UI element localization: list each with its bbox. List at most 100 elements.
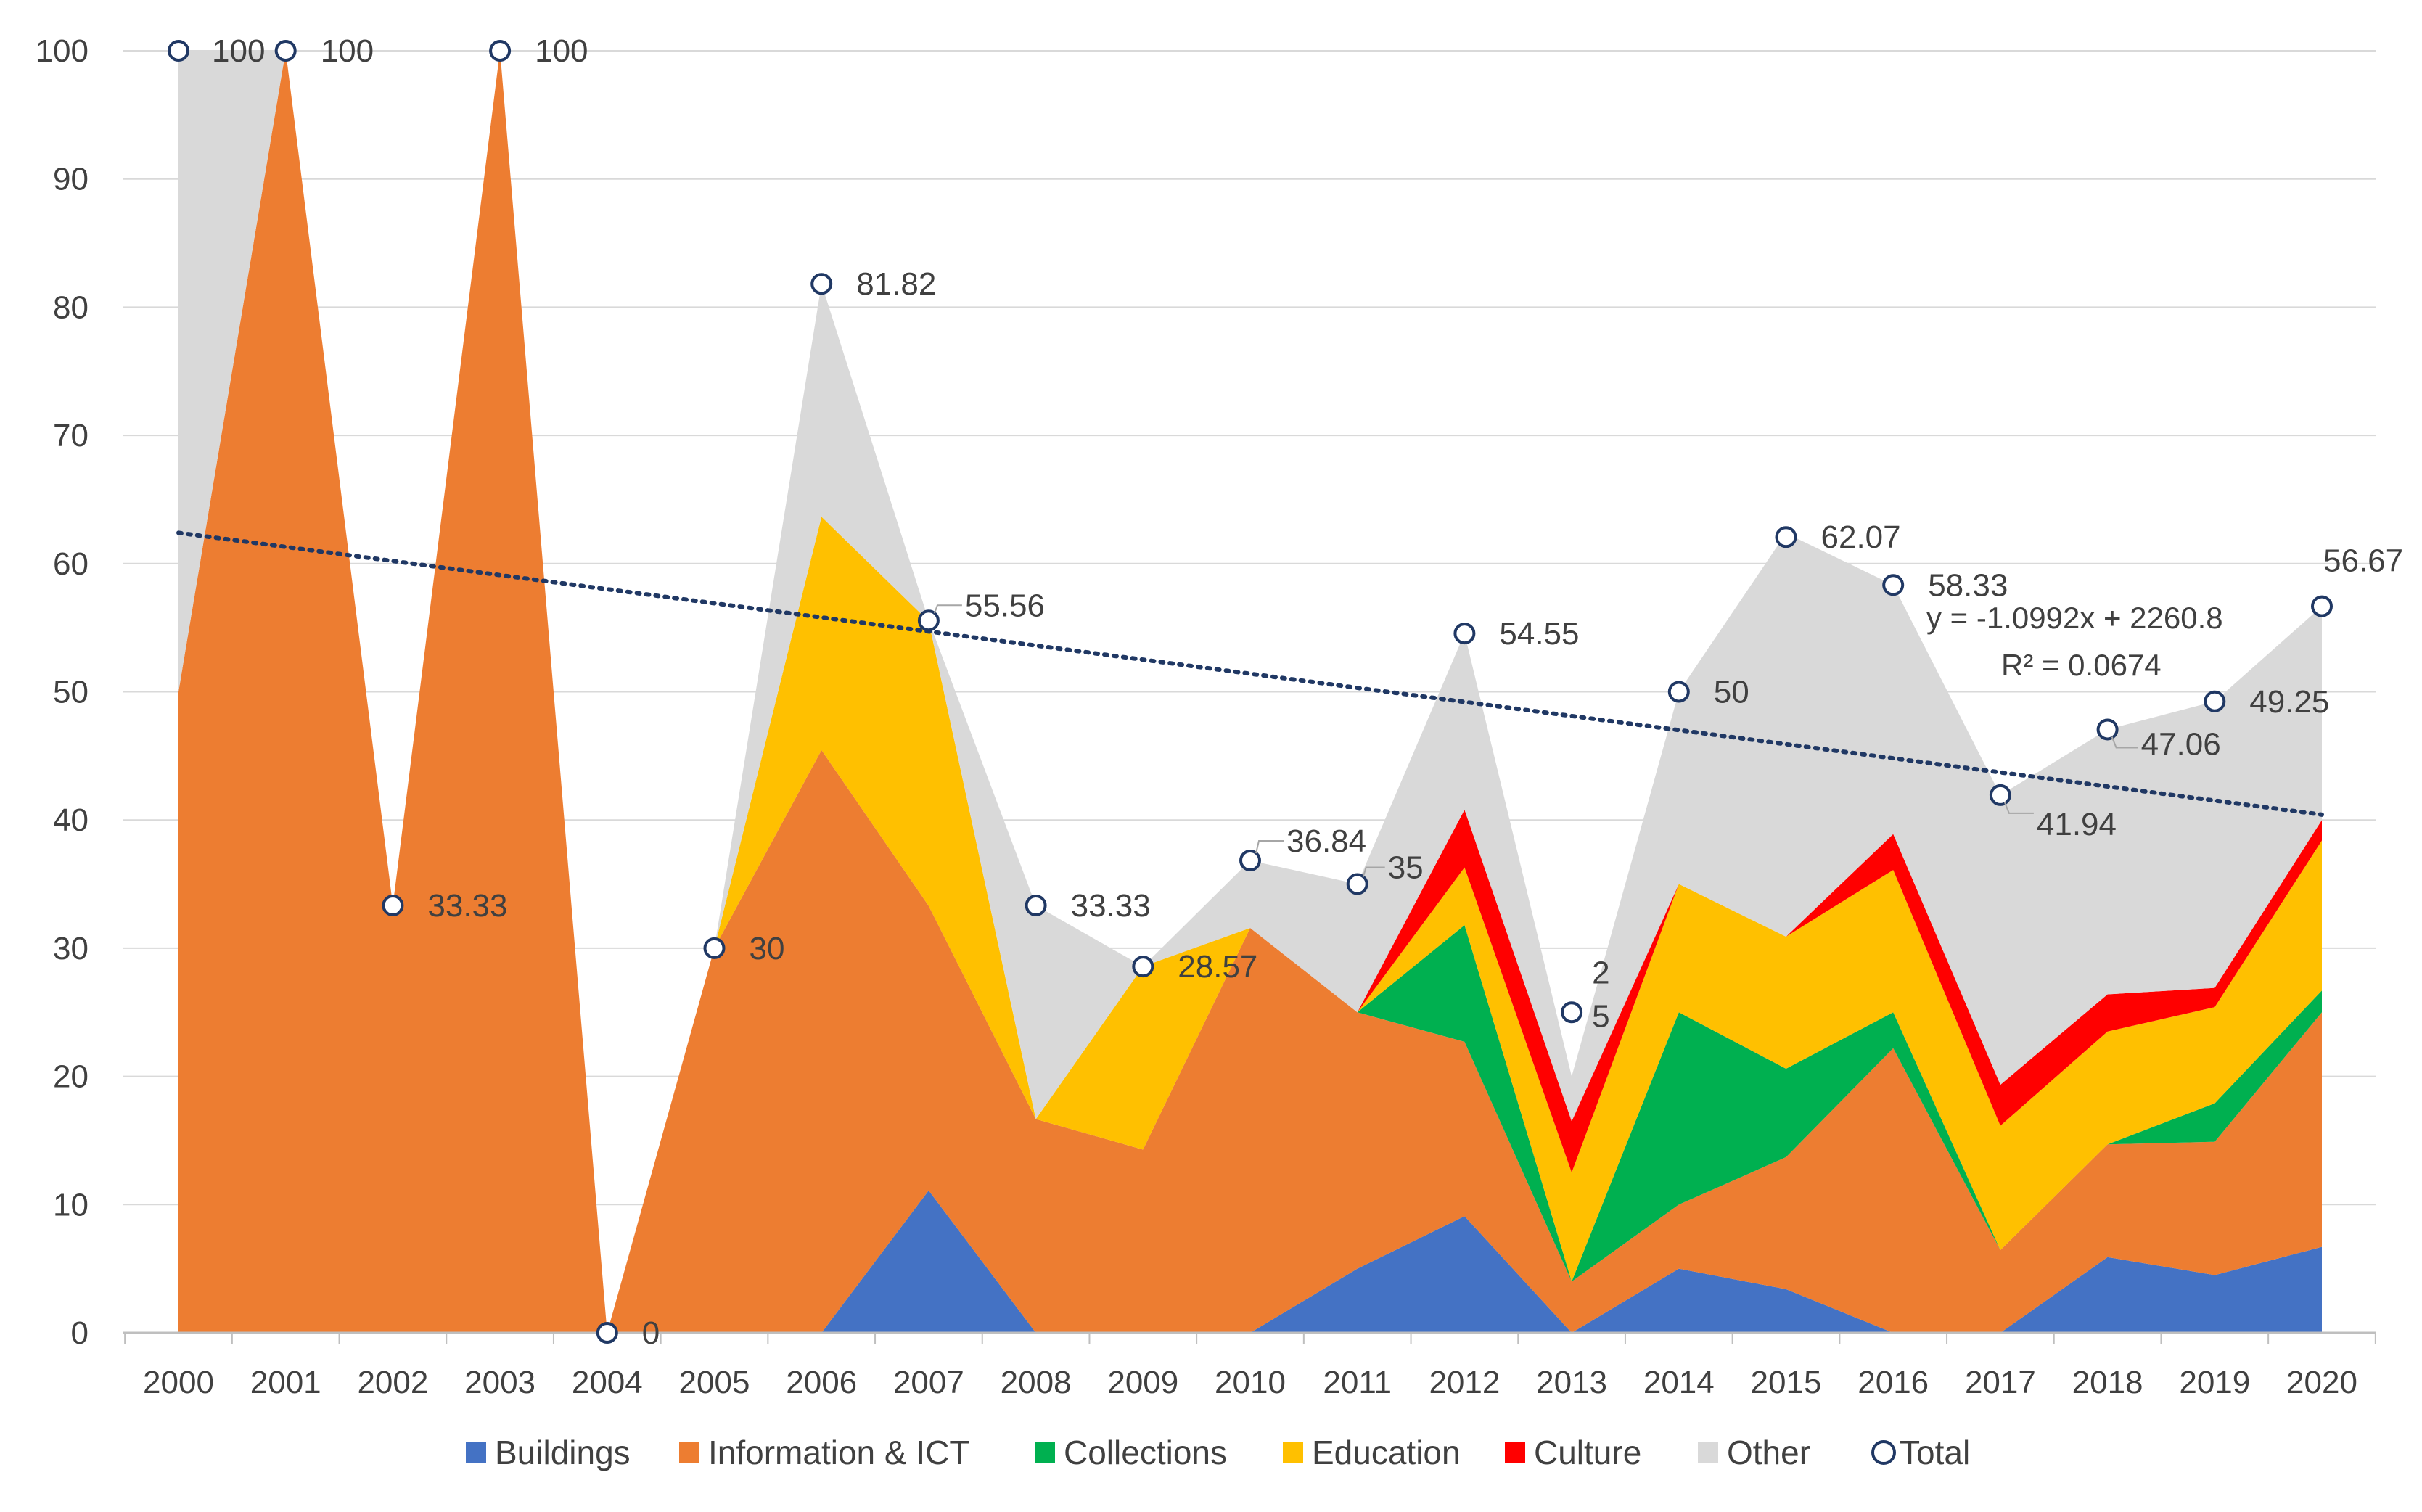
total-marker-2013 [1561, 1001, 1583, 1024]
total-marker-2006 [810, 273, 833, 295]
legend-label: Total [1900, 1434, 1970, 1471]
data-label-2014: 50 [1714, 675, 1749, 710]
area-other [178, 51, 2322, 1333]
total-marker-2019 [2204, 690, 2226, 712]
area-information-ict [178, 51, 2322, 1333]
legend-label: Education [1312, 1434, 1461, 1471]
total-marker-2002 [382, 895, 404, 917]
legend-label: Information & ICT [708, 1434, 969, 1471]
trendline-equation: y = -1.0992x + 2260.8 [1926, 601, 2223, 635]
x-tick-label: 2003 [464, 1365, 535, 1400]
data-label-2013: 2 [1592, 955, 1609, 990]
legend-swatch [679, 1442, 699, 1463]
y-tick-label: 0 [71, 1315, 89, 1351]
x-tick-label: 2006 [786, 1365, 857, 1400]
legend-label: Other [1727, 1434, 1810, 1471]
data-label-2010: 36.84 [1286, 823, 1366, 859]
data-label-leader [933, 604, 962, 614]
data-label-2017: 41.94 [2037, 807, 2117, 842]
legend-item-education: Education [1283, 1434, 1461, 1471]
x-tick-label: 2012 [1429, 1365, 1500, 1400]
trendline-linear [176, 530, 2324, 817]
total-marker-2007 [917, 609, 940, 632]
x-tick-label: 2017 [1965, 1365, 2036, 1400]
x-tick-label: 2000 [143, 1365, 214, 1400]
x-tick-label: 2002 [357, 1365, 428, 1400]
total-marker-2012 [1453, 623, 1476, 645]
legend-item-buildings: Buildings [466, 1434, 631, 1471]
total-marker-2005 [703, 937, 726, 959]
area-series [178, 51, 2322, 1333]
area-buildings [178, 1190, 2322, 1333]
y-tick-label: 40 [53, 802, 89, 838]
data-label-2018: 47.06 [2141, 726, 2221, 762]
x-tick-label: 2020 [2286, 1365, 2357, 1400]
y-tick-label: 90 [53, 162, 89, 197]
data-label-2020: 56.67 [2323, 543, 2403, 579]
x-tick-label: 2004 [572, 1365, 643, 1400]
legend: Buildings Information & ICT Collections Edu… [466, 1434, 1970, 1471]
legend-label: Buildings [495, 1434, 631, 1471]
total-marker-2011 [1346, 873, 1368, 895]
total-marker-2020 [2311, 595, 2333, 617]
data-label-2019: 49.25 [2249, 684, 2329, 720]
total-marker-2001 [274, 40, 297, 62]
legend-marker [1871, 1440, 1896, 1465]
x-tick-label: 2005 [679, 1365, 750, 1400]
x-tick-label: 2009 [1107, 1365, 1178, 1400]
total-marker-2009 [1132, 956, 1154, 978]
trendline-r-squared: R² = 0.0674 [2001, 648, 2162, 682]
data-label-2015: 62.07 [1821, 519, 1901, 555]
x-tick-label: 2016 [1857, 1365, 1929, 1400]
data-label-2000: 100 [212, 33, 265, 69]
data-label-2012: 54.55 [1499, 616, 1579, 652]
y-tick-label: 80 [53, 289, 89, 325]
legend-swatch [1698, 1442, 1718, 1463]
x-tick-label: 2018 [2072, 1365, 2143, 1400]
x-tick-label: 2011 [1323, 1365, 1392, 1400]
x-tick-label: 2015 [1751, 1365, 1822, 1400]
data-label-leader [2003, 802, 2034, 814]
total-marker-2004 [596, 1322, 618, 1344]
legend-item-information-ict: Information & ICT [679, 1434, 969, 1471]
trendline [176, 530, 2324, 817]
total-marker-2014 [1667, 681, 1690, 703]
data-label-leader [2111, 736, 2138, 749]
legend-swatch [1505, 1442, 1525, 1463]
y-tick-label: 20 [53, 1059, 89, 1095]
data-labels: 100 100 33.33 100 0 30 81.82 55.56 33.33 28.57 36.… [212, 33, 2403, 1351]
y-tick-label: 10 [53, 1187, 89, 1223]
data-label-2006: 81.82 [856, 266, 936, 302]
total-marker-2016 [1882, 574, 1905, 596]
data-label-2011: 35 [1388, 850, 1424, 886]
total-markers [168, 40, 2333, 1344]
legend-item-total: Total [1871, 1434, 1970, 1471]
x-tick-label: 2010 [1215, 1365, 1286, 1400]
area-education [178, 51, 2322, 1333]
total-marker-2003 [489, 40, 512, 62]
data-label-leader [1255, 840, 1284, 854]
x-tick-label: 2019 [2179, 1365, 2250, 1400]
data-label-2013-second: 5 [1592, 998, 1609, 1034]
y-tick-label: 60 [53, 546, 89, 582]
y-tick-label: 50 [53, 675, 89, 710]
x-tick-label: 2008 [1001, 1365, 1072, 1400]
total-marker-2010 [1239, 850, 1261, 872]
total-marker-2015 [1775, 526, 1797, 548]
data-label-2007: 55.56 [965, 588, 1045, 623]
data-label-2001: 100 [321, 33, 374, 69]
legend-item-collections: Collections [1035, 1434, 1227, 1471]
y-tick-label: 100 [36, 33, 89, 69]
legend-label: Culture [1534, 1434, 1641, 1471]
total-marker-2000 [168, 40, 189, 62]
legend-item-culture: Culture [1505, 1434, 1641, 1471]
y-tick-label: 30 [53, 931, 89, 966]
data-label-2009: 28.57 [1178, 949, 1257, 985]
data-label-leader [1362, 866, 1385, 877]
legend-swatch [466, 1442, 486, 1463]
data-label-2016: 58.33 [1928, 567, 2008, 603]
x-tick-label: 2007 [893, 1365, 964, 1400]
